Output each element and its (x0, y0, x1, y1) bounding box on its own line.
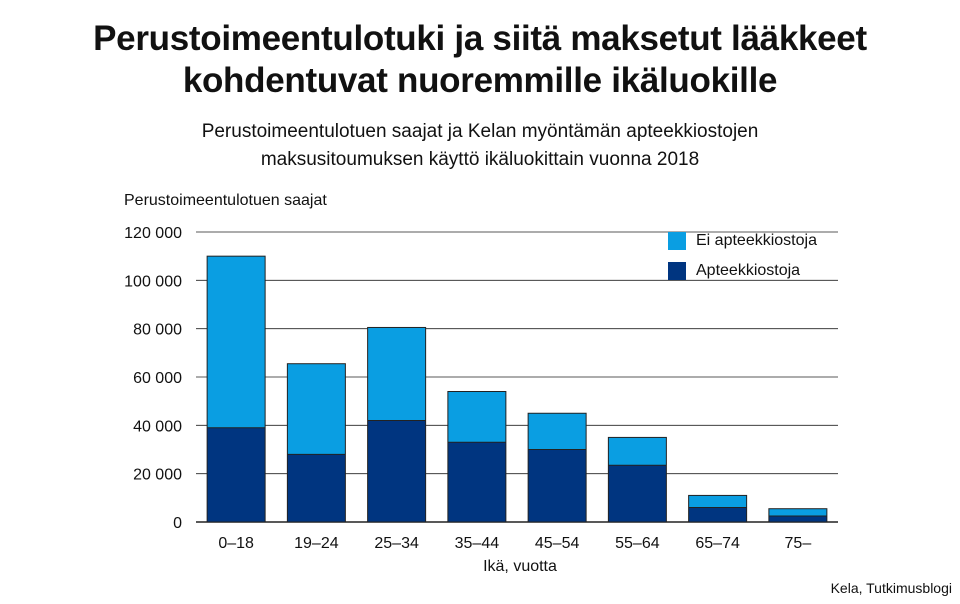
y-tick-label: 120 000 (124, 225, 182, 242)
chart-subtitle-line-2: maksusitoumuksen käyttö ikäluokittain vu… (260, 149, 700, 170)
bar-segment-apteekkiostoja (688, 507, 747, 522)
legend-swatch-dark (668, 262, 686, 280)
legend-swatch-light (668, 232, 686, 250)
chart-title-line-1: Perustoimeentulotuki ja siitä maksetut l… (93, 19, 867, 58)
legend-item-ei-apteekkiostoja: Ei apteekkiostoja (668, 230, 817, 252)
bar-segment-ei-apteekkiostoja (207, 256, 266, 428)
x-tick-label: 65–74 (695, 535, 740, 552)
chart-subtitle-line-1: Perustoimeentulotuen saajat ja Kelan myö… (201, 121, 759, 142)
bar-segment-ei-apteekkiostoja (447, 391, 506, 443)
y-tick-label: 40 000 (133, 418, 182, 435)
legend-label-apteekkiostoja: Apteekkiostoja (696, 262, 801, 279)
y-tick-label: 0 (173, 515, 182, 532)
bar-segment-ei-apteekkiostoja (608, 437, 667, 466)
bar-segment-ei-apteekkiostoja (688, 495, 747, 508)
bar-outline (447, 391, 507, 523)
source-note: Kela, Tutkimusblogi (830, 580, 952, 596)
x-tick-label: 55–64 (615, 535, 660, 552)
bar-segment-apteekkiostoja (447, 442, 506, 522)
chart-subtitle: Perustoimeentulotuen saajat ja Kelan myö… (0, 118, 960, 174)
y-tick-label: 60 000 (133, 370, 182, 387)
bar-segment-apteekkiostoja (768, 515, 827, 522)
bar-outline (367, 326, 427, 523)
y-tick-label: 100 000 (124, 273, 182, 290)
x-tick-label: 19–24 (294, 535, 339, 552)
bar-outline (527, 412, 587, 523)
bar-segment-ei-apteekkiostoja (287, 363, 346, 455)
x-tick-label: 35–44 (455, 535, 500, 552)
y-tick-label: 20 000 (133, 467, 182, 484)
bar-segment-apteekkiostoja (608, 465, 667, 522)
bar-segment-apteekkiostoja (207, 427, 266, 522)
x-axis-label: Ikä, vuotta (483, 558, 557, 575)
chart-legend: Ei apteekkiostoja Apteekkiostoja (668, 230, 817, 290)
x-tick-label: 75– (785, 535, 812, 552)
legend-label-ei-apteekkiostoja: Ei apteekkiostoja (696, 232, 817, 249)
bar-segment-apteekkiostoja (287, 454, 346, 522)
bar-segment-apteekkiostoja (528, 449, 587, 522)
chart-title-line-2: kohdentuvat nuoremmille ikäluokille (182, 61, 778, 100)
bar-segment-ei-apteekkiostoja (367, 327, 426, 421)
bar-outline (768, 508, 828, 523)
bar-segment-ei-apteekkiostoja (768, 508, 827, 516)
bar-segment-apteekkiostoja (367, 420, 426, 522)
y-axis-label: Perustoimeentulotuen saajat (124, 192, 327, 209)
bar-outline (206, 255, 266, 523)
bar-outline (688, 494, 748, 523)
bar-segment-ei-apteekkiostoja (528, 413, 587, 450)
bar-outline (286, 363, 346, 523)
y-tick-label: 80 000 (133, 322, 182, 339)
legend-item-apteekkiostoja: Apteekkiostoja (668, 260, 817, 282)
x-tick-label: 0–18 (218, 535, 254, 552)
x-tick-label: 45–54 (535, 535, 580, 552)
x-tick-label: 25–34 (374, 535, 419, 552)
chart-title: Perustoimeentulotuki ja siitä maksetut l… (0, 18, 960, 102)
bar-outline (607, 436, 667, 523)
